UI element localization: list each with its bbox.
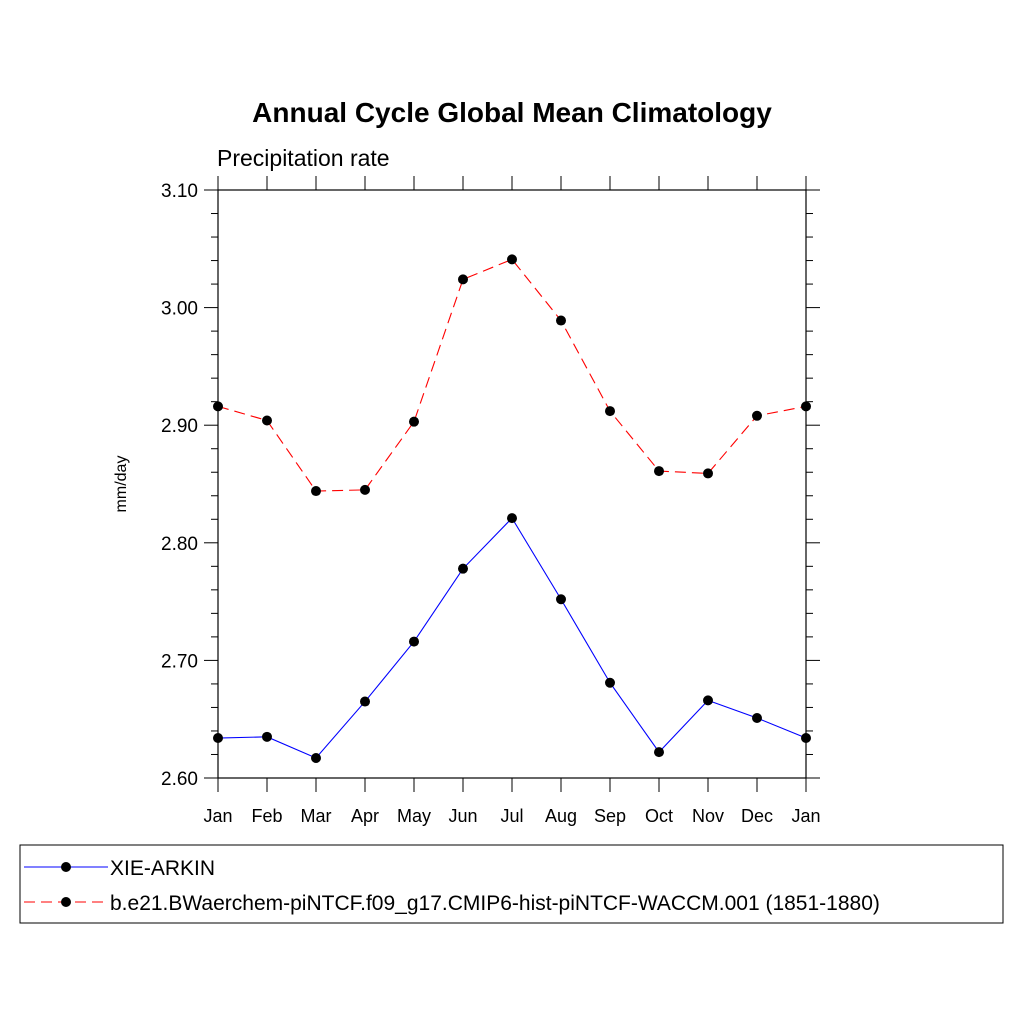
data-point-series-2 — [703, 468, 713, 479]
data-point-series-1 — [409, 636, 419, 647]
data-point-series-1 — [458, 563, 468, 574]
legend-box — [19, 844, 1004, 924]
x-tick-label: Jul — [500, 806, 523, 826]
data-point-series-2 — [458, 274, 468, 285]
legend: XIE-ARKIN b.e21.BWaerchem-piNTCF.f09_g17.… — [19, 844, 1004, 924]
data-point-series-1 — [654, 747, 664, 758]
data-point-series-2 — [213, 401, 223, 412]
x-tick-label: Sep — [594, 806, 626, 826]
plot-frame — [217, 189, 807, 779]
x-tick-label: Mar — [301, 806, 332, 826]
x-tick-label: Oct — [645, 806, 673, 826]
data-point-series-1 — [703, 695, 713, 706]
data-point-series-2 — [752, 410, 762, 421]
data-point-series-1 — [605, 677, 615, 688]
legend-marker-2 — [61, 897, 71, 907]
data-point-series-2 — [507, 254, 517, 265]
data-point-series-2 — [262, 415, 272, 426]
x-tick-label: Dec — [741, 806, 773, 826]
data-point-series-1 — [311, 753, 321, 764]
data-point-series-2 — [654, 466, 664, 477]
legend-label-1: XIE-ARKIN — [110, 857, 215, 880]
legend-marker-1 — [61, 862, 71, 872]
data-point-series-2 — [605, 406, 615, 417]
y-tick-label: 2.60 — [161, 769, 198, 790]
y-tick-label: 3.00 — [161, 299, 198, 320]
chart-subtitle: Precipitation rate — [217, 145, 390, 171]
data-point-series-2 — [556, 315, 566, 326]
series-line-2 — [217, 258, 807, 492]
x-tick-label: Jun — [448, 806, 477, 826]
x-tick-label: Aug — [545, 806, 577, 826]
series-line-1 — [217, 517, 807, 759]
x-tick-label: Jan — [203, 806, 232, 826]
data-point-series-1 — [752, 713, 762, 724]
x-tick-label: Apr — [351, 806, 379, 826]
data-point-series-2 — [801, 401, 811, 412]
data-point-series-1 — [262, 731, 272, 742]
data-point-series-1 — [213, 733, 223, 744]
data-point-series-1 — [801, 733, 811, 744]
chart-title: Annual Cycle Global Mean Climatology — [252, 97, 772, 128]
data-point-series-1 — [556, 594, 566, 605]
x-tick-label: Jan — [791, 806, 820, 826]
data-point-series-2 — [311, 486, 321, 497]
data-point-series-2 — [360, 484, 370, 495]
y-tick-label: 3.10 — [161, 181, 198, 202]
data-point-series-2 — [409, 416, 419, 427]
y-tick-label: 2.90 — [161, 416, 198, 437]
x-tick-label: May — [397, 806, 431, 826]
x-tick-label: Feb — [251, 806, 282, 826]
plot-area: 2.60 2.70 2.80 2.90 3.00 3.10 Jan Feb Mar Apr May J… — [161, 176, 821, 826]
y-axis-label: mm/day — [113, 456, 130, 513]
x-tick-label: Nov — [692, 806, 724, 826]
data-point-series-1 — [360, 696, 370, 707]
legend-label-2: b.e21.BWaerchem-piNTCF.f09_g17.CMIP6-his… — [110, 892, 880, 915]
y-tick-label: 2.80 — [161, 534, 198, 555]
y-tick-label: 2.70 — [161, 651, 198, 672]
data-point-series-1 — [507, 513, 517, 524]
